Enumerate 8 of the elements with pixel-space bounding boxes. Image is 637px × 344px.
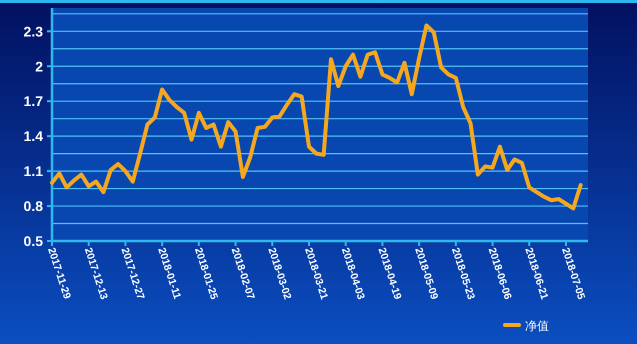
legend-label: 净值 [525, 319, 549, 333]
y-tick-label: 2.3 [24, 23, 44, 40]
y-tick-label: 1.7 [24, 93, 44, 110]
y-tick-label: 1.1 [24, 163, 44, 180]
y-tick-label: 2 [35, 58, 44, 74]
y-tick-label: 0.5 [24, 233, 44, 249]
y-tick-label: 1.4 [24, 128, 44, 144]
y-tick-label: 0.8 [24, 198, 44, 214]
